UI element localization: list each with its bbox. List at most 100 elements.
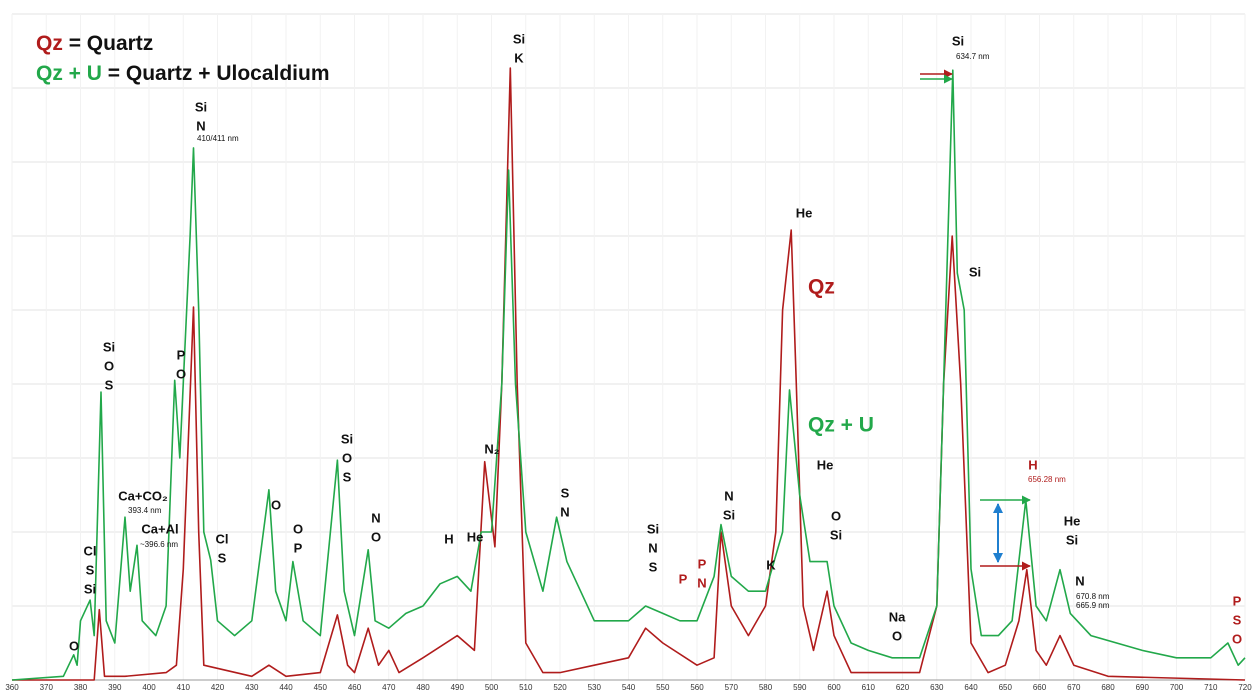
series-line bbox=[11, 69, 1246, 681]
peak-label: S bbox=[105, 377, 114, 392]
peak-label: O bbox=[892, 628, 902, 643]
plot-lines bbox=[11, 67, 1246, 681]
peak-label: P bbox=[1233, 593, 1242, 608]
peak-label: O bbox=[371, 529, 381, 544]
peak-label: Si bbox=[1066, 532, 1078, 547]
peak-label: N bbox=[724, 488, 733, 503]
peak-label: K bbox=[766, 557, 776, 572]
x-tick-label: 640 bbox=[964, 683, 978, 692]
peak-label: P bbox=[698, 556, 707, 571]
peak-label: S bbox=[343, 469, 352, 484]
peak-label: O bbox=[176, 366, 186, 381]
x-tick-label: 710 bbox=[1204, 683, 1218, 692]
x-tick-label: 600 bbox=[827, 683, 841, 692]
x-tick-label: 420 bbox=[211, 683, 225, 692]
x-tick-label: 680 bbox=[1101, 683, 1115, 692]
x-tick-label: 560 bbox=[690, 683, 704, 692]
x-tick-label: 510 bbox=[519, 683, 533, 692]
peak-label: Ca+Al bbox=[141, 521, 178, 536]
x-tick-label: 580 bbox=[759, 683, 773, 692]
x-tick-label: 430 bbox=[245, 683, 259, 692]
x-tick-label: 630 bbox=[930, 683, 944, 692]
note: 656.28 nm bbox=[1028, 475, 1066, 484]
x-tick-label: 700 bbox=[1170, 683, 1184, 692]
legend-entry: Qz + U = Quartz + Ulocaldium bbox=[36, 62, 330, 85]
peak-label: N₂ bbox=[484, 441, 499, 456]
peak-label: S bbox=[1233, 612, 1242, 627]
x-tick-label: 660 bbox=[1033, 683, 1047, 692]
note: 634.7 nm bbox=[956, 52, 990, 61]
x-tick-label: 440 bbox=[279, 683, 293, 692]
x-tick-label: 460 bbox=[348, 683, 362, 692]
peak-label: S bbox=[86, 562, 95, 577]
note: 665.9 nm bbox=[1076, 601, 1110, 610]
peak-label: He bbox=[817, 457, 834, 472]
x-tick-label: 540 bbox=[622, 683, 636, 692]
x-tick-label: 360 bbox=[5, 683, 19, 692]
peak-label: S bbox=[218, 550, 227, 565]
peak-label: N bbox=[697, 575, 706, 590]
peak-label: Si bbox=[952, 33, 964, 48]
peak-label: Si bbox=[513, 31, 525, 46]
x-tick-label: 530 bbox=[588, 683, 602, 692]
x-tick-label: 570 bbox=[725, 683, 739, 692]
series-label: Qz bbox=[808, 276, 835, 299]
peak-label: O bbox=[271, 497, 281, 512]
x-tick-label: 690 bbox=[1136, 683, 1150, 692]
x-tick-label: 670 bbox=[1067, 683, 1081, 692]
legend-text: = Quartz bbox=[69, 32, 154, 55]
peak-label: O bbox=[1232, 631, 1242, 646]
note: 393.4 nm bbox=[128, 506, 162, 515]
x-tick-label: 400 bbox=[142, 683, 156, 692]
peak-label: P bbox=[679, 571, 688, 586]
peak-label: He bbox=[467, 529, 484, 544]
peak-label: O bbox=[342, 450, 352, 465]
x-tick-label: 370 bbox=[40, 683, 54, 692]
legend-series: Qz + U bbox=[36, 62, 102, 85]
x-tick-label: 650 bbox=[999, 683, 1013, 692]
peak-label: He bbox=[796, 205, 813, 220]
x-tick-label: 480 bbox=[416, 683, 430, 692]
peak-label: O bbox=[831, 508, 841, 523]
x-tick-label: 610 bbox=[862, 683, 876, 692]
peak-label: N bbox=[371, 510, 380, 525]
x-tick-label: 450 bbox=[314, 683, 328, 692]
peak-label: P bbox=[177, 347, 186, 362]
peak-label: Si bbox=[830, 527, 842, 542]
x-tick-label: 500 bbox=[485, 683, 499, 692]
peak-label: Si bbox=[103, 339, 115, 354]
peak-label: H bbox=[1028, 457, 1037, 472]
peak-label: N bbox=[648, 540, 657, 555]
note: 410/411 nm bbox=[197, 134, 239, 143]
note: 670.8 nm bbox=[1076, 592, 1110, 601]
peak-label: Si bbox=[195, 99, 207, 114]
x-tick-label: 550 bbox=[656, 683, 670, 692]
peak-label: Cl bbox=[216, 531, 229, 546]
peak-label: S bbox=[649, 559, 658, 574]
peak-label: N bbox=[196, 118, 205, 133]
peak-label: N bbox=[560, 504, 569, 519]
series-line bbox=[12, 67, 1246, 681]
x-tick-label: 410 bbox=[177, 683, 191, 692]
peak-label: O bbox=[293, 521, 303, 536]
x-tick-label: 490 bbox=[451, 683, 465, 692]
series-label: Qz + U bbox=[808, 414, 874, 437]
legend-series: Qz bbox=[36, 32, 63, 55]
peak-label: Cl bbox=[84, 543, 97, 558]
peak-label: H bbox=[444, 531, 453, 546]
x-tick-label: 470 bbox=[382, 683, 396, 692]
peak-label: S bbox=[561, 485, 570, 500]
legend-entry: Qz = Quartz bbox=[36, 32, 153, 55]
peak-label: P bbox=[294, 540, 303, 555]
x-tick-label: 590 bbox=[793, 683, 807, 692]
labels: 360 370 380 390 400 410 420 430 440 450 460 470 480 4… bbox=[5, 31, 1252, 692]
x-tick-label: 720 bbox=[1238, 683, 1252, 692]
peak-label: O bbox=[69, 638, 79, 653]
peak-label: Si bbox=[969, 264, 981, 279]
peak-label: N bbox=[1075, 573, 1084, 588]
peak-label: Si bbox=[341, 431, 353, 446]
peak-label: Na bbox=[889, 609, 906, 624]
peak-label: Si bbox=[723, 507, 735, 522]
legend-text: = Quartz + Ulocaldium bbox=[108, 62, 330, 85]
